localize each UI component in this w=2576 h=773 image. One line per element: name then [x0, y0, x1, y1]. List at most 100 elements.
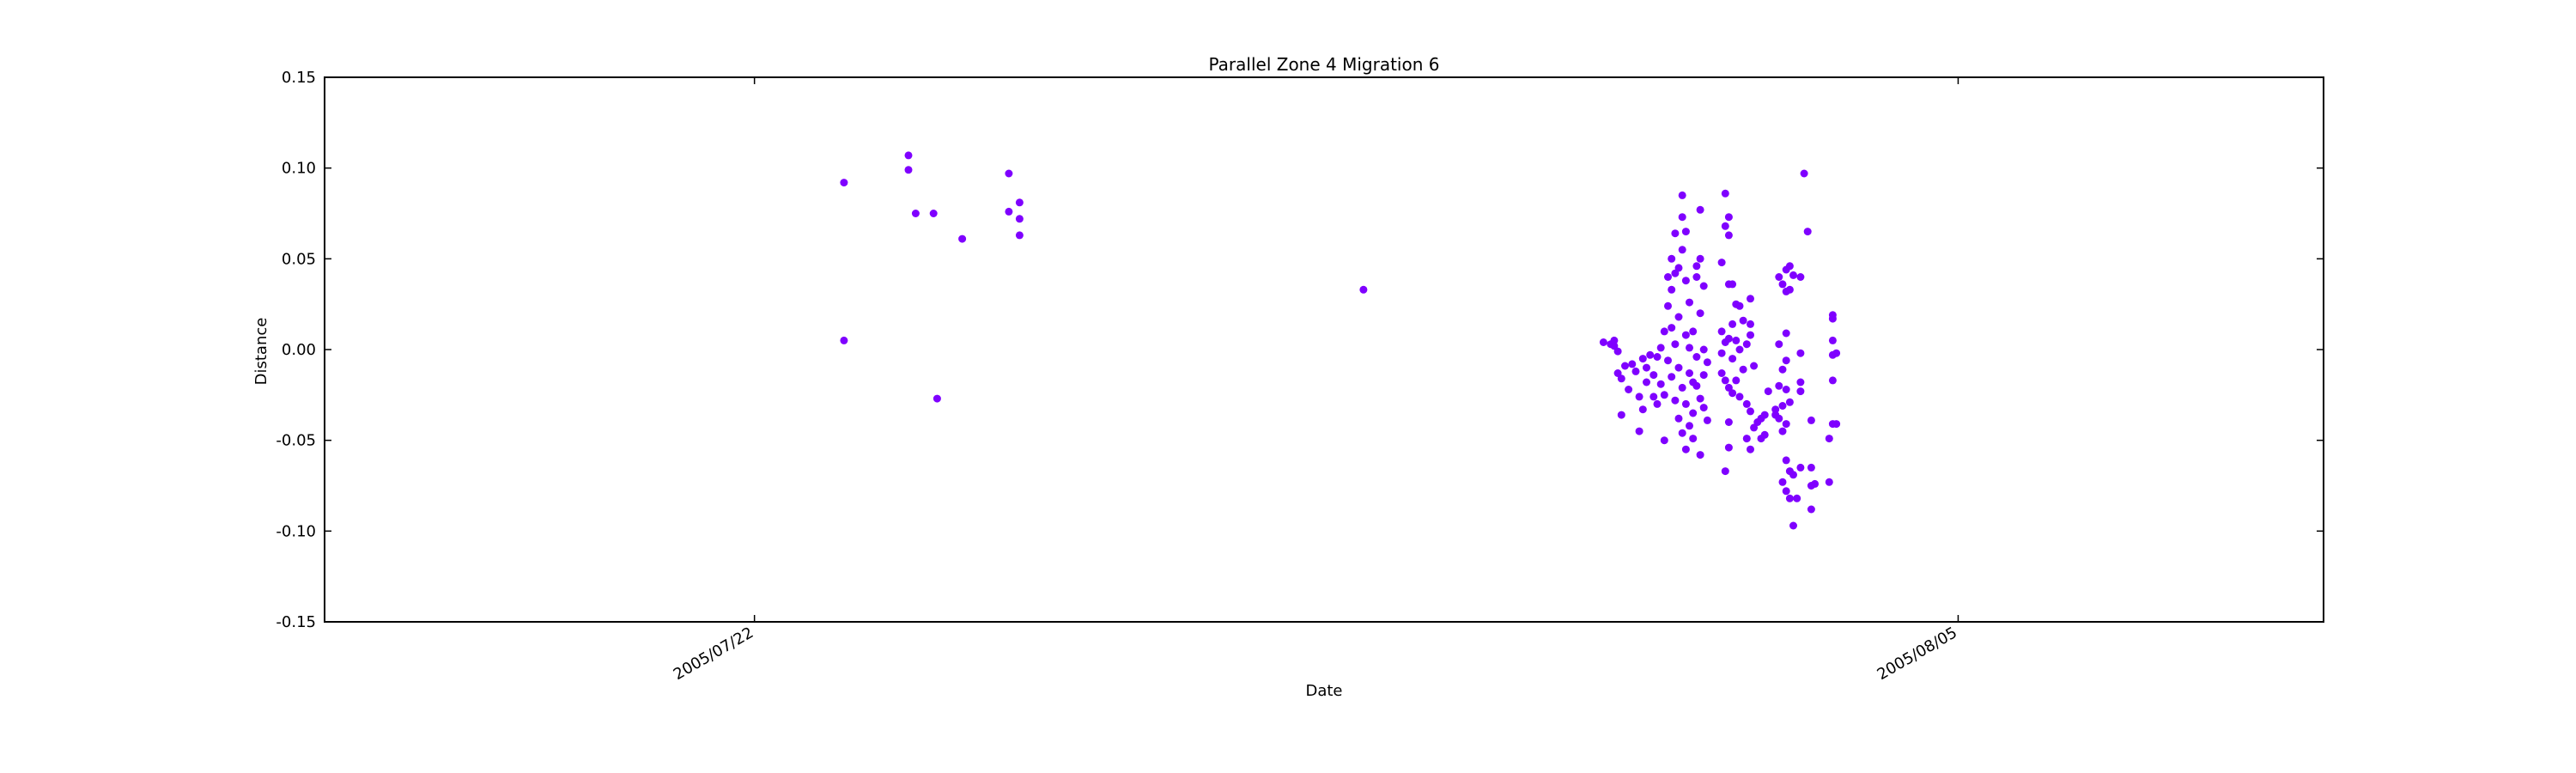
data-point: [1656, 380, 1665, 388]
data-point: [1796, 349, 1805, 357]
data-point: [1692, 353, 1701, 361]
data-point: [1664, 356, 1672, 365]
data-point: [1728, 320, 1737, 328]
data-point: [1621, 362, 1629, 370]
data-point: [1692, 381, 1701, 390]
data-point: [1778, 280, 1787, 289]
data-point: [1778, 365, 1787, 374]
data-point: [1668, 324, 1676, 332]
data-point: [1699, 345, 1708, 354]
data-point: [1828, 376, 1837, 385]
data-point: [1689, 435, 1698, 443]
data-point: [1638, 405, 1647, 414]
data-point: [904, 166, 913, 174]
data-point: [1703, 358, 1711, 367]
data-point: [1681, 399, 1690, 408]
data-point: [1717, 259, 1726, 267]
y-tick-label: -0.05: [276, 432, 316, 450]
y-tick-label: 0.15: [282, 69, 316, 87]
data-point: [1678, 191, 1686, 199]
data-point: [1775, 381, 1783, 390]
data-point: [1782, 356, 1790, 365]
data-point: [1599, 338, 1607, 346]
data-point: [1803, 228, 1812, 236]
data-point: [1696, 394, 1704, 403]
data-point: [1699, 404, 1708, 412]
data-point: [1610, 336, 1619, 344]
data-point: [1807, 505, 1815, 514]
data-point: [1747, 320, 1754, 328]
data-point: [1724, 443, 1733, 452]
data-point: [1760, 411, 1769, 419]
data-point: [1735, 393, 1744, 401]
data-point: [1696, 309, 1704, 318]
data-points: [840, 151, 1841, 530]
chart-title: Parallel Zone 4 Migration 6: [1209, 54, 1440, 75]
data-point: [1631, 367, 1640, 375]
data-point: [1724, 334, 1733, 343]
data-point: [1681, 277, 1690, 285]
data-point: [1747, 445, 1754, 453]
data-point: [1793, 494, 1801, 502]
data-point: [1782, 456, 1790, 465]
data-point: [1699, 371, 1708, 380]
data-point: [1778, 427, 1787, 435]
data-point: [1686, 344, 1693, 352]
data-point: [1775, 273, 1783, 281]
data-point: [1807, 463, 1815, 472]
data-point: [911, 210, 920, 217]
data-point: [1643, 363, 1650, 372]
data-point: [1789, 271, 1797, 279]
data-point: [1664, 301, 1672, 310]
data-point: [1789, 521, 1797, 530]
data-point: [1785, 494, 1794, 502]
data-point: [1635, 393, 1643, 401]
data-point: [1674, 313, 1683, 321]
data-point: [1728, 355, 1737, 363]
x-tick-label: 2005/08/05: [1874, 624, 1960, 684]
data-point: [1782, 420, 1790, 429]
data-point: [1015, 215, 1024, 223]
data-point: [1005, 207, 1013, 216]
data-point: [1728, 280, 1737, 289]
data-point: [1668, 254, 1676, 263]
data-point: [1643, 378, 1650, 386]
y-tick-label: -0.10: [276, 522, 316, 540]
data-point: [1800, 169, 1808, 178]
data-point: [1681, 445, 1690, 453]
data-point: [1747, 295, 1754, 303]
y-tick-label: 0.05: [282, 250, 316, 268]
data-point: [1668, 285, 1676, 294]
data-point: [1721, 189, 1729, 198]
data-point: [1778, 402, 1787, 410]
data-point: [1671, 229, 1680, 238]
data-point: [1828, 314, 1837, 323]
data-point: [1750, 362, 1759, 370]
data-point: [1782, 487, 1790, 496]
data-point: [1617, 411, 1625, 419]
data-point: [1742, 399, 1751, 408]
data-point: [1656, 344, 1665, 352]
data-point: [1674, 264, 1683, 272]
data-point: [1717, 349, 1726, 357]
data-point: [1724, 231, 1733, 240]
data-point: [1739, 316, 1747, 325]
data-point: [1696, 205, 1704, 214]
data-point: [1653, 399, 1662, 408]
data-point: [1825, 435, 1833, 443]
y-tick-label: -0.15: [276, 613, 316, 631]
data-point: [1732, 336, 1741, 344]
data-point: [1686, 369, 1693, 377]
data-point: [1785, 285, 1794, 294]
data-point: [1771, 405, 1780, 414]
data-point: [1828, 336, 1837, 344]
data-point: [1811, 479, 1820, 488]
data-point: [1613, 347, 1622, 356]
y-axis-label: Distance: [252, 318, 270, 386]
data-point: [904, 151, 913, 160]
data-point: [1717, 369, 1726, 377]
data-point: [1359, 285, 1368, 294]
data-point: [1782, 329, 1790, 338]
data-point: [1692, 273, 1701, 281]
data-point: [1664, 273, 1672, 281]
